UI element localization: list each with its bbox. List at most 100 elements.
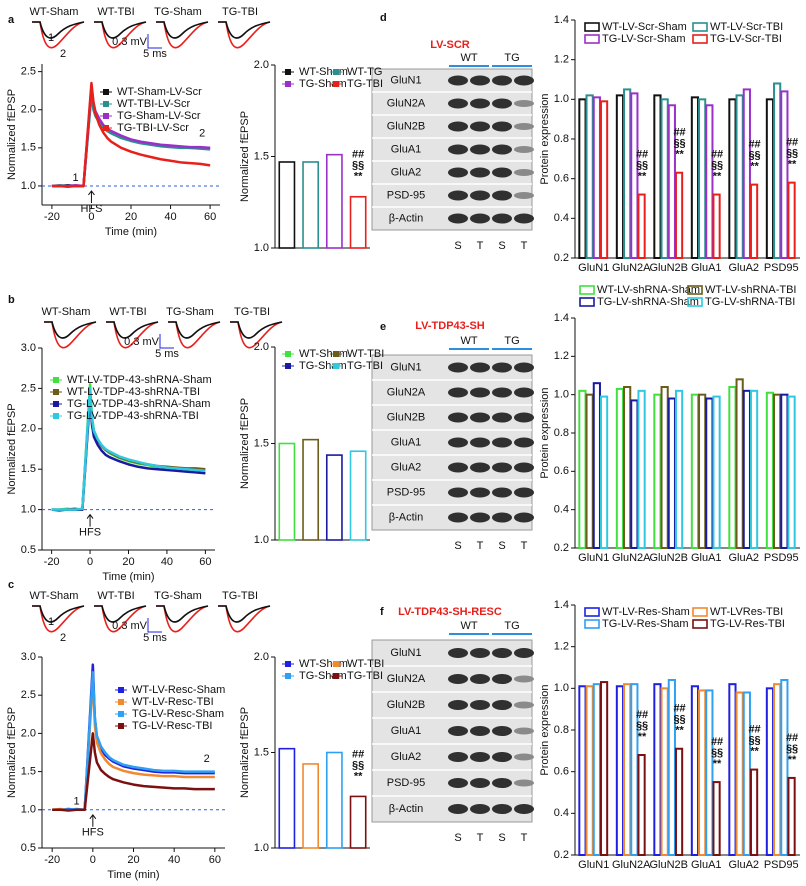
x-tick-label: GluA1 <box>691 859 722 871</box>
bar <box>698 393 707 549</box>
trace-mark: 2 <box>60 48 66 60</box>
bar <box>728 386 737 549</box>
band <box>448 437 468 448</box>
lane-label: T <box>521 240 528 252</box>
significance: ** <box>713 170 722 182</box>
legend-label: WT-LV-Scr-TBI <box>710 21 783 33</box>
significance: §§ <box>748 150 760 162</box>
bar <box>325 153 343 249</box>
y-tick-label: 0.8 <box>554 133 569 145</box>
y-tick-label: 1.0 <box>554 389 569 401</box>
legend-swatch <box>692 619 708 629</box>
scale-label: 0.3 mV <box>112 36 148 48</box>
bar <box>690 685 700 856</box>
band <box>492 412 512 423</box>
y-tick-label: 3.0 <box>21 651 36 663</box>
y-axis-label: Normalized fEPSP <box>6 403 18 494</box>
lane-label: T <box>477 240 484 252</box>
row-label: GluN2B <box>387 699 426 711</box>
band <box>448 213 468 224</box>
trace-label: WT-TBI <box>109 306 146 318</box>
bar <box>690 393 700 549</box>
y-tick-label: 0.6 <box>554 173 569 185</box>
band <box>514 387 534 398</box>
row-label: GluA1 <box>391 436 422 448</box>
significance: §§ <box>748 734 760 746</box>
legend-swatch <box>584 34 600 44</box>
significance: ** <box>638 170 647 182</box>
panel-label: e <box>380 321 386 333</box>
legend-label: TG-TBI-LV-Scr <box>117 122 189 134</box>
legend-marker <box>333 69 339 75</box>
bar <box>712 781 721 856</box>
band <box>448 167 468 178</box>
y-tick-label: 1.0 <box>21 504 36 516</box>
bar <box>578 98 587 260</box>
bar <box>630 399 639 549</box>
trace <box>94 605 147 633</box>
legend-marker <box>118 723 124 729</box>
bar <box>735 378 744 550</box>
band <box>448 648 468 658</box>
x-tick-label: GluN1 <box>578 552 609 564</box>
band <box>470 387 490 398</box>
x-tick-label: -20 <box>44 556 60 568</box>
x-tick-label: GluN2B <box>649 262 688 274</box>
bar <box>773 393 782 549</box>
band <box>492 121 512 132</box>
legend-marker <box>53 377 59 383</box>
legend-label: TG-LV-Res-TBI <box>710 618 785 630</box>
bar <box>592 683 601 857</box>
panel-label: a <box>8 14 15 26</box>
band <box>470 437 490 448</box>
x-tick-label: GluN2A <box>612 859 651 871</box>
y-tick-label: 2.5 <box>21 689 36 701</box>
y-tick-label: 2.0 <box>21 727 36 739</box>
significance: ** <box>788 754 797 766</box>
lane-label: T <box>477 540 484 552</box>
band <box>492 362 512 373</box>
bar <box>765 98 775 260</box>
legend-swatch <box>579 297 595 307</box>
trace <box>44 321 97 349</box>
bar <box>765 391 775 549</box>
bar <box>585 685 594 856</box>
trace <box>168 321 221 349</box>
hfs-arrow <box>89 813 97 827</box>
legend-label: WT-LV-Resc-TBI <box>132 696 214 708</box>
band <box>514 123 534 130</box>
group-label: TG <box>504 52 519 64</box>
band <box>514 779 534 787</box>
scale-bar <box>159 334 174 349</box>
bar <box>749 768 759 856</box>
y-axis-label: Normalized fEPSP <box>239 111 251 202</box>
bar <box>630 92 639 259</box>
x-tick-label: GluN2A <box>612 262 651 274</box>
band <box>448 98 468 109</box>
y-tick-label: 1.5 <box>254 437 269 449</box>
significance: ## <box>748 139 760 151</box>
legend-label: WT-TBI <box>347 658 384 670</box>
bar <box>728 98 737 260</box>
bar <box>278 161 296 249</box>
legend-label: WT-TG <box>347 66 382 78</box>
row-label: GluA2 <box>391 166 422 178</box>
bar <box>674 747 684 856</box>
trace-label: WT-Sham <box>30 6 79 18</box>
x-tick-label: 40 <box>161 556 173 568</box>
band <box>492 804 512 814</box>
bar <box>698 98 707 260</box>
row-label: GluN2A <box>387 673 426 685</box>
band <box>448 700 468 710</box>
legend-label: WT-TBI <box>347 348 384 360</box>
band <box>514 462 534 473</box>
annotation: 1 <box>74 796 80 808</box>
bar <box>667 104 676 259</box>
y-tick-label: 2.5 <box>21 66 36 78</box>
trace-label: TG-TBI <box>222 590 258 602</box>
legend-marker <box>118 699 124 705</box>
y-tick-label: 1.5 <box>21 463 36 475</box>
significance: ## <box>673 703 685 715</box>
band <box>492 387 512 398</box>
legend-swatch <box>584 619 600 629</box>
